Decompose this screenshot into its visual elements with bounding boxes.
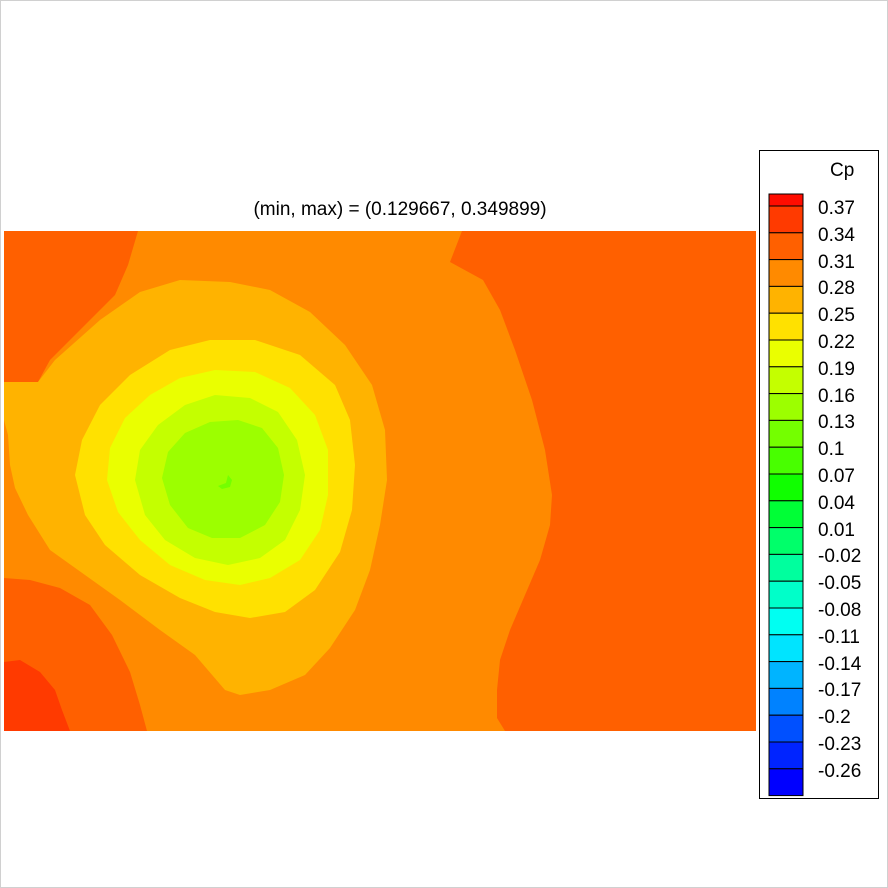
legend-tick-label: 0.19 — [818, 358, 855, 380]
legend-tick-label: 0.37 — [818, 198, 855, 219]
legend-tick-label: -0.23 — [818, 734, 862, 755]
legend-tick-label: 0.04 — [818, 492, 855, 514]
legend-swatch — [768, 232, 804, 261]
legend-tick-label: 0.22 — [818, 332, 855, 353]
legend-tick-label: 0.25 — [818, 305, 855, 327]
legend-tick-label: -0.08 — [818, 600, 862, 621]
legend-swatch — [768, 312, 804, 341]
legend-swatch — [768, 553, 804, 582]
legend-swatch — [768, 527, 804, 555]
legend-swatch — [768, 366, 804, 395]
legend-swatch — [768, 634, 804, 663]
legend-tick-label: 0.31 — [818, 251, 855, 273]
legend-tick-label: -0.2 — [818, 707, 851, 729]
legend-swatch — [768, 339, 804, 368]
contour-band-016 — [162, 420, 284, 538]
legend-tick-label: -0.02 — [818, 546, 862, 568]
legend-swatch — [768, 741, 804, 770]
legend-tick-label: -0.17 — [818, 680, 862, 702]
legend-swatch — [768, 607, 804, 636]
legend-swatch — [768, 768, 804, 797]
legend-tick-label: 0.01 — [818, 519, 855, 541]
legend-tick-label: 0.13 — [818, 412, 855, 434]
legend-swatch — [768, 393, 804, 421]
legend-swatch — [768, 661, 804, 689]
legend-tick-label: -0.26 — [818, 760, 862, 782]
legend-tick-label: 0.1 — [818, 439, 845, 461]
legend-swatch — [768, 259, 804, 287]
legend-tick-label: -0.11 — [818, 626, 860, 648]
legend-swatch — [768, 446, 804, 475]
contour-band-034-topleft — [4, 231, 138, 382]
contour-band-037-corner — [4, 660, 70, 731]
legend-tick-label: 0.34 — [818, 224, 855, 246]
legend-swatch — [768, 714, 804, 743]
legend-swatch — [768, 473, 804, 502]
legend-tick-label: 0.28 — [818, 278, 855, 300]
legend-swatch — [768, 687, 804, 716]
plot-title: (min, max) = (0.129667, 0.349899) — [253, 199, 547, 220]
legend-swatch — [768, 205, 804, 234]
legend-swatch-top — [768, 193, 804, 207]
legend-swatch — [768, 500, 804, 529]
legend-swatch — [768, 285, 804, 314]
contour-band-034-right — [450, 231, 756, 731]
legend-tick-label: -0.05 — [818, 573, 862, 595]
legend-swatch — [768, 419, 804, 448]
legend-tick-label: -0.14 — [818, 653, 862, 675]
min-marker — [218, 475, 232, 489]
legend-swatch — [768, 580, 804, 609]
legend-title: Cp — [830, 160, 855, 181]
legend-tick-label: 0.16 — [818, 385, 855, 407]
legend-tick-label: 0.07 — [818, 466, 855, 487]
